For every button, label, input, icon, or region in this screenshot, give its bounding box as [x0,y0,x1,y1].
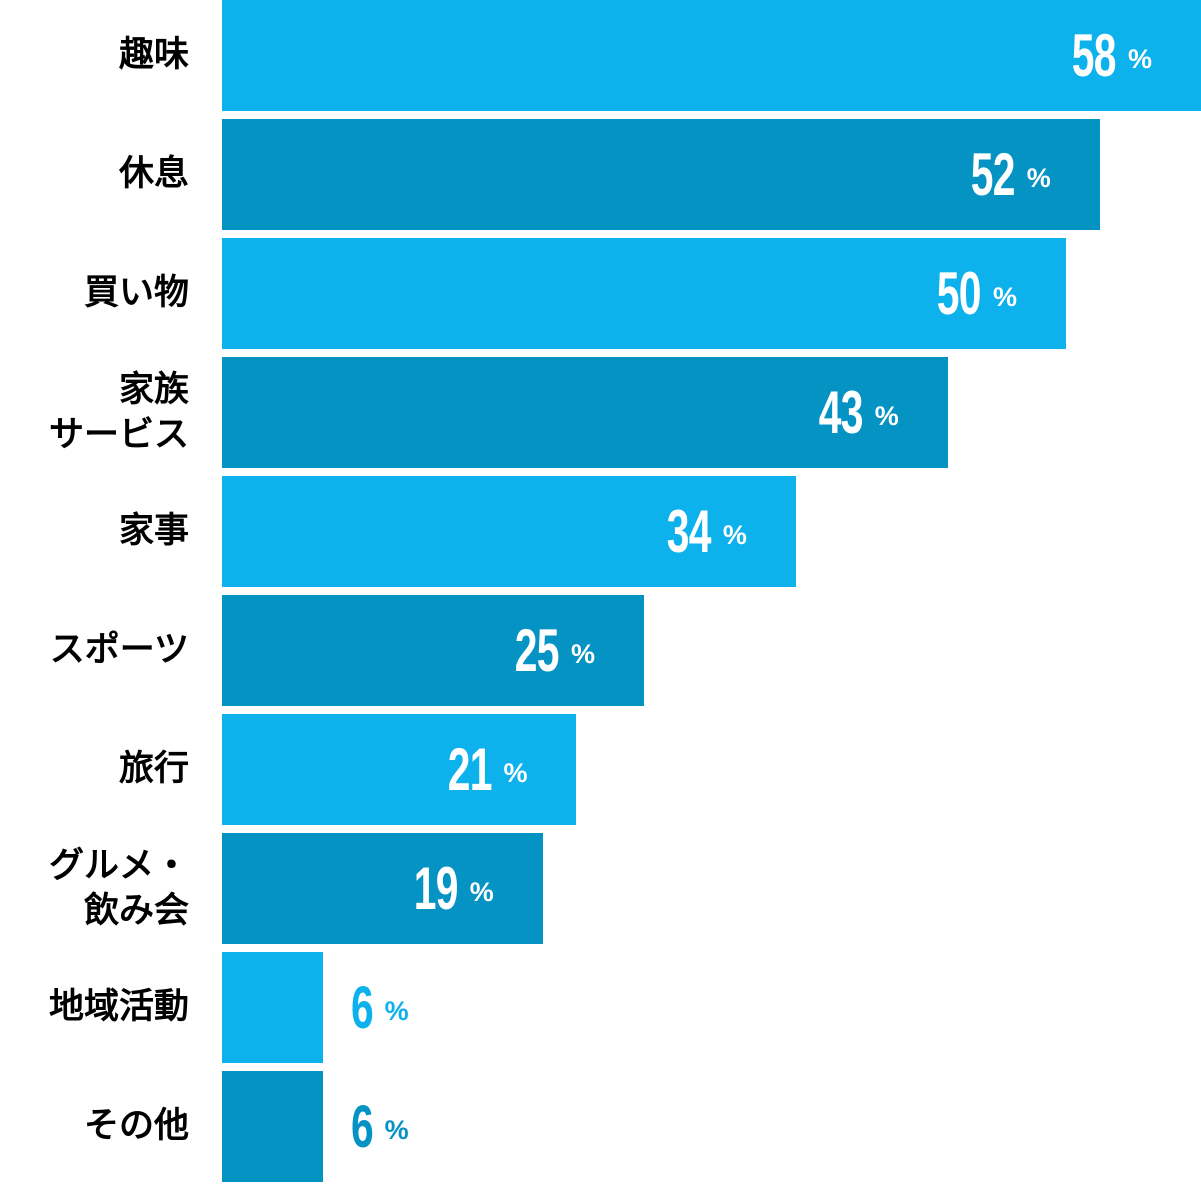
bar-value-number: 58 [1071,21,1117,89]
bar-value: 19 % [393,833,494,944]
category-label: 地域活動 [48,987,189,1027]
bar-track: 25 % [222,595,1201,714]
bar-track: 6 % [222,952,1201,1071]
bar [222,952,324,1063]
bar [222,1071,324,1182]
category-label: その他 [83,1106,189,1146]
bar: 19 % [222,833,543,944]
chart-row: 趣味 58 % [0,0,1201,119]
category-label: 買い物 [83,273,189,313]
bar-track: 6 % [222,1071,1201,1190]
bar-value-number: 21 [447,735,492,803]
chart-row: 家族 サービス 43 % [0,357,1201,476]
bar-value-unit: % [570,639,595,669]
bar: 43 % [222,357,948,468]
bar: 58 % [222,0,1201,111]
bar-track: 58 % [222,0,1201,119]
category-label: スポーツ [49,630,189,670]
chart-row: スポーツ 25 % [0,595,1201,714]
bar-value: 6 % [351,952,408,1063]
bar-track: 21 % [222,714,1201,833]
bar-value-number: 25 [514,616,560,684]
bar-value-unit: % [384,1115,409,1145]
chart-row: 買い物 50 % [0,238,1201,357]
category-label: 家事 [118,511,189,551]
bar: 50 % [222,238,1066,349]
bar: 34 % [222,476,796,587]
bar-value-number: 6 [351,973,374,1041]
bar: 52 % [222,119,1100,230]
bar-value-number: 19 [413,854,459,922]
bar-value: 52 % [950,119,1051,230]
bar-value: 25 % [494,595,595,706]
bar-value-unit: % [503,758,528,788]
chart-row: 地域活動 6 % [0,952,1201,1071]
bar-value-unit: % [1026,163,1051,193]
category-label: 家族 サービス [48,370,189,454]
bar-value: 6 % [351,1071,408,1182]
bar-track: 52 % [222,119,1201,238]
chart-row: 家事 34 % [0,476,1201,595]
category-label: 趣味 [118,35,189,75]
bar-value: 50 % [916,238,1017,349]
chart-row: 旅行 21 % [0,714,1201,833]
bar-value-unit: % [874,401,899,431]
bar-track: 43 % [222,357,1201,476]
bar-value-unit: % [992,282,1017,312]
bar-value-number: 50 [936,259,982,327]
bar-track: 50 % [222,238,1201,357]
category-label: 旅行 [118,749,189,789]
bar-value: 43 % [798,357,899,468]
bar-value-unit: % [469,877,494,907]
bar-value-unit: % [1127,44,1152,74]
chart-row: その他 6 % [0,1071,1201,1190]
bar-value: 58 % [1051,0,1152,111]
chart-row: 休息 52 % [0,119,1201,238]
bar: 21 % [222,714,577,825]
category-label: グルメ・ 飲み会 [48,846,189,930]
bar-value-number: 34 [666,497,712,565]
bar-value-number: 6 [351,1092,374,1160]
bar-value-number: 52 [970,140,1016,208]
bar-track: 19 % [222,833,1201,952]
bar-track: 34 % [222,476,1201,595]
bar-value: 34 % [646,476,747,587]
bar-value-number: 43 [818,378,864,446]
category-label: 休息 [118,154,189,194]
bar-value-unit: % [722,520,747,550]
bar-value: 21 % [427,714,528,825]
chart-row: グルメ・ 飲み会 19 % [0,833,1201,952]
bar-value-unit: % [384,996,409,1026]
bar: 25 % [222,595,644,706]
